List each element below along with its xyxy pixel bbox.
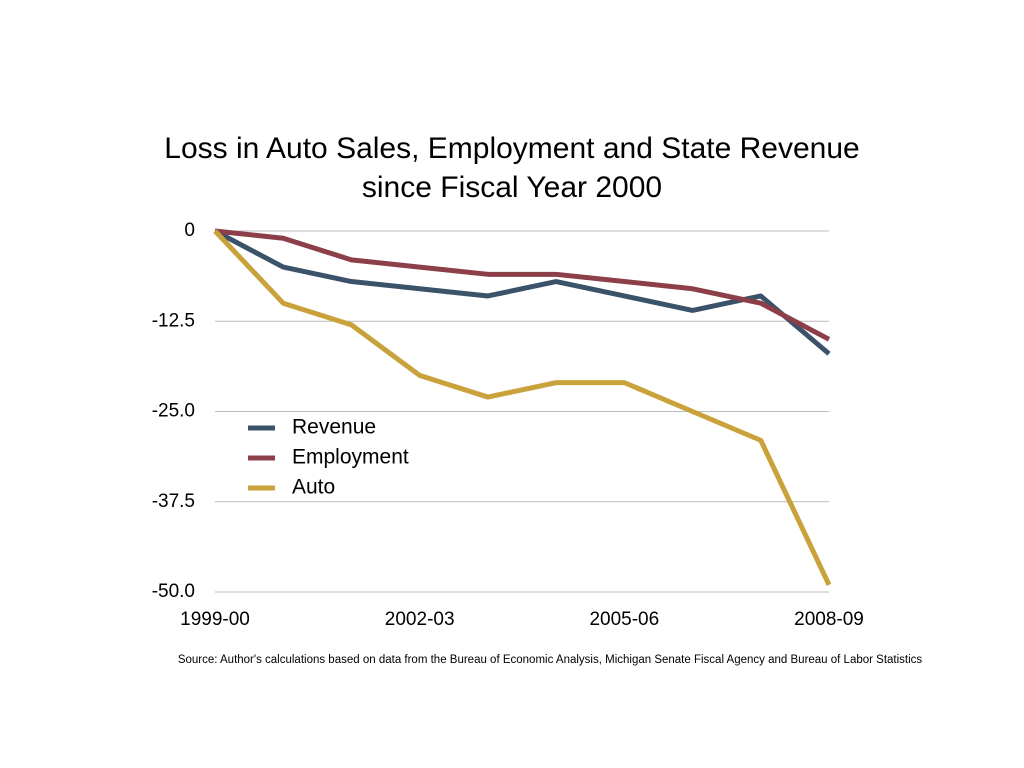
legend-label: Revenue (292, 416, 376, 439)
y-tick-label: -12.5 (152, 310, 195, 331)
x-tick-label: 2005-06 (589, 609, 659, 630)
data-line (213, 228, 831, 356)
y-tick-label: 0 (184, 220, 195, 241)
data-line (213, 229, 832, 586)
x-tick-label: 2002-03 (385, 609, 455, 630)
legend-label: Auto (292, 476, 335, 499)
source-note: Source: Author's calculations based on d… (178, 654, 923, 666)
data-line (214, 228, 831, 342)
y-tick-label: -25.0 (152, 401, 195, 422)
y-tick-label: -50.0 (152, 581, 195, 602)
y-tick-label: -37.5 (152, 491, 195, 512)
chart-title: Loss in Auto Sales, Employment and State… (164, 132, 859, 165)
x-tick-label: 2008-09 (794, 609, 864, 630)
legend-label: Employment (292, 446, 409, 469)
x-tick-label: 1999-00 (180, 609, 250, 630)
chart-title: since Fiscal Year 2000 (362, 171, 662, 204)
